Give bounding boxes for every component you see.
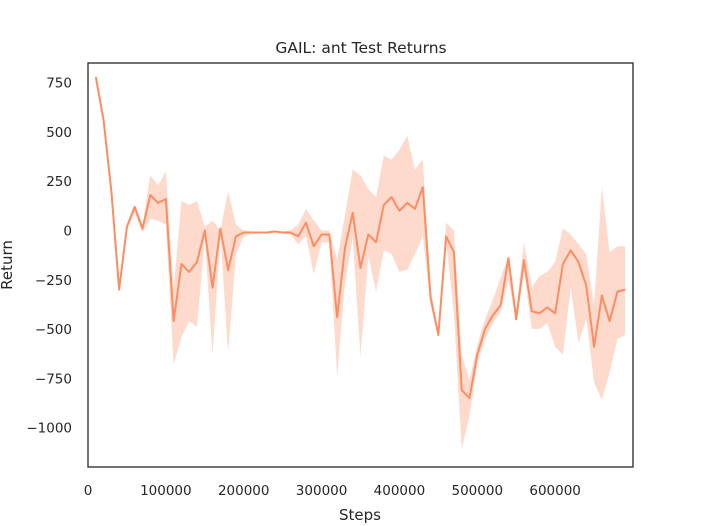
y-tick-label: −500 (35, 322, 72, 338)
y-tick-label: −750 (35, 371, 72, 387)
y-axis-label: Return (0, 240, 16, 290)
chart-title: GAIL: ant Test Returns (275, 39, 446, 57)
x-tick-label: 400000 (374, 483, 426, 499)
x-axis-ticks: 0 100000 200000 300000 400000 500000 600000 (84, 483, 581, 499)
y-tick-label: 500 (46, 125, 72, 141)
y-tick-label: 0 (63, 224, 72, 240)
x-tick-label: 300000 (296, 483, 348, 499)
x-tick-label: 0 (84, 483, 93, 499)
x-tick-label: 100000 (140, 483, 192, 499)
x-tick-label: 200000 (218, 483, 270, 499)
y-axis-ticks: −1000 −750 −500 −250 0 250 500 750 (26, 76, 72, 437)
y-tick-label: 750 (46, 76, 72, 92)
x-axis-label: Steps (339, 506, 381, 524)
plot-frame (87, 62, 634, 468)
y-tick-label: −250 (35, 273, 72, 289)
series-line-layer (94, 76, 626, 400)
series-line-0 (94, 76, 626, 400)
y-tick-label: −1000 (26, 421, 72, 437)
y-tick-label: 250 (46, 174, 72, 190)
x-tick-label: 600000 (529, 483, 581, 499)
x-tick-label: 500000 (452, 483, 504, 499)
